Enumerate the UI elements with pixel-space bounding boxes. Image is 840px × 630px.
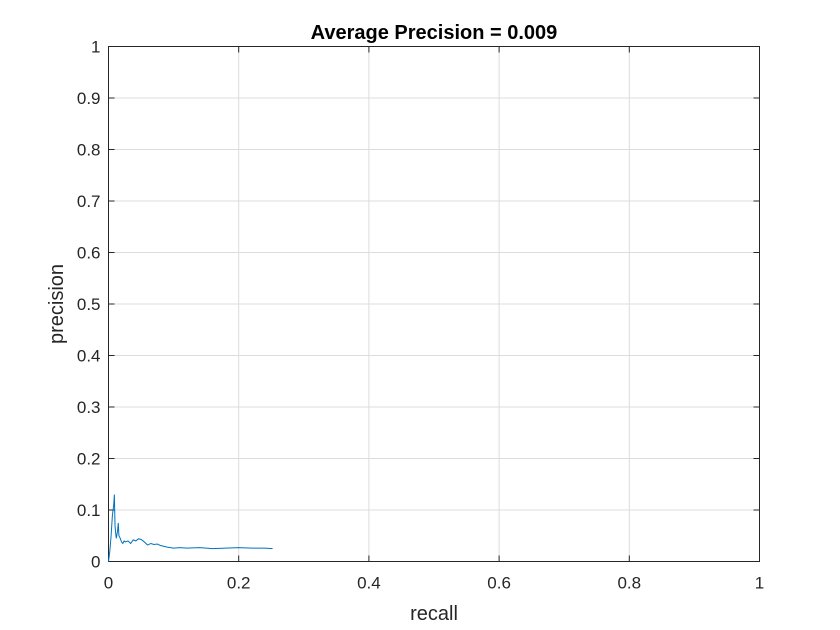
- y-tick-label: 0.3: [77, 398, 101, 417]
- grid-lines: [108, 46, 760, 562]
- x-tick-label: 0.6: [487, 574, 511, 593]
- x-tick-label: 0.2: [227, 574, 251, 593]
- precision-recall-curve: [108, 494, 273, 562]
- y-tick-label: 0.7: [77, 192, 101, 211]
- x-tick-label: 1: [755, 574, 764, 593]
- y-tick-label: 0.9: [77, 89, 101, 108]
- x-axis-label: recall: [410, 603, 458, 625]
- y-tick-label: 0.2: [77, 450, 101, 469]
- y-tick-label: 0.1: [77, 501, 101, 520]
- y-tick-label: 0.6: [77, 244, 101, 263]
- axis-ticks: 0 0.2 0.4 0.6 0.8 1 0 0.1 0.2 0.3 0.4 0.5 0.6 0.7 0.8 0…: [77, 38, 764, 593]
- y-tick-label: 0.8: [77, 141, 101, 160]
- x-tick-label: 0.4: [357, 574, 381, 593]
- y-tick-label: 0: [91, 553, 100, 572]
- y-tick-label: 0.4: [77, 347, 101, 366]
- x-tick-label: 0.8: [617, 574, 641, 593]
- x-tick-label: 0: [104, 574, 113, 593]
- y-tick-label: 1: [91, 38, 100, 57]
- y-tick-label: 0.5: [77, 295, 101, 314]
- chart-title: Average Precision = 0.009: [311, 22, 558, 44]
- y-axis-label: precision: [46, 264, 68, 344]
